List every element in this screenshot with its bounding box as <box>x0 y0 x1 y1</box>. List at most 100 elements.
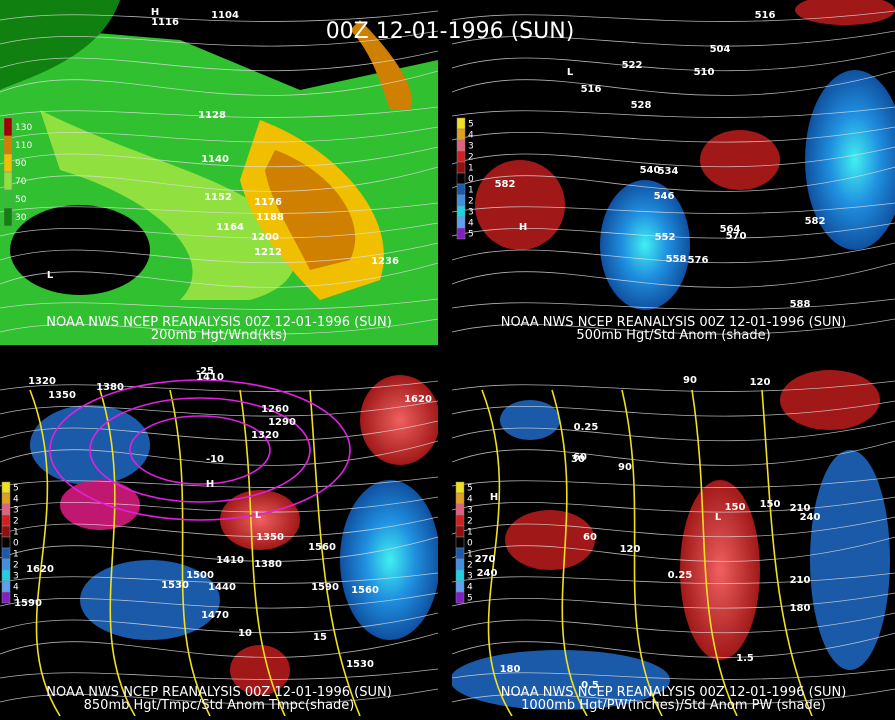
contour <box>452 298 895 310</box>
legend-swatch <box>456 128 466 141</box>
contour-label: 510 <box>694 67 715 78</box>
legend-label: 4 <box>467 583 473 593</box>
contour-label: 90 <box>683 375 697 386</box>
contour <box>452 262 895 288</box>
contour <box>0 50 438 72</box>
legend-label: 2 <box>467 517 473 527</box>
contour-yellow <box>691 389 738 716</box>
panel-subcaption: 500mb Hgt/Std Anom (shade) <box>576 328 770 343</box>
contour <box>0 476 438 488</box>
contour-label: 1590 <box>311 582 339 593</box>
panel-subcaption: 850mb Hgt/Tmpc/Std Anom Tmpc(shade) <box>84 698 355 713</box>
legend-label: 110 <box>15 141 32 151</box>
contour <box>452 70 895 96</box>
legend-label: 3 <box>467 572 473 582</box>
contour <box>452 242 895 264</box>
contour-label: 1152 <box>204 192 232 203</box>
contour-yellow <box>309 389 361 716</box>
contour-label: 540 <box>640 165 661 176</box>
legend-label: 0 <box>467 539 473 549</box>
contour-label: 570 <box>726 231 747 242</box>
legend-swatch <box>1 503 11 516</box>
contour-label: 564 <box>720 224 741 235</box>
legend-swatch <box>3 117 13 137</box>
panel-200mb <box>0 0 438 345</box>
main-title: 00Z 12-01-1996 (SUN) <box>326 19 575 44</box>
contour-label: 1320 <box>28 376 56 387</box>
legend-swatch <box>1 525 11 538</box>
contour <box>452 592 895 609</box>
legend-label: 3 <box>468 142 474 152</box>
contour-label: L <box>47 270 54 281</box>
contour-label: 1590 <box>14 598 42 609</box>
contour-label: 552 <box>655 232 676 243</box>
panel-caption: NOAA NWS NCEP REANALYSIS 00Z 12-01-1996 … <box>46 685 392 700</box>
contour <box>452 30 895 47</box>
legend-swatch <box>1 580 11 593</box>
legend-label: 1 <box>13 528 19 538</box>
contour-label: 1470 <box>201 610 229 621</box>
contour <box>452 612 895 634</box>
contour <box>452 476 895 488</box>
shade <box>220 490 300 550</box>
contour <box>0 126 438 143</box>
legend-swatch <box>455 558 465 571</box>
legend-swatch <box>456 161 466 174</box>
legend-swatch <box>3 135 13 155</box>
legend-swatch <box>455 492 465 505</box>
contour <box>0 400 438 417</box>
contour-label: H <box>206 479 214 490</box>
legend-swatch <box>455 569 465 582</box>
contour-label: H <box>151 7 159 18</box>
shade <box>340 480 438 640</box>
contour-label: 1.5 <box>736 653 754 664</box>
contour-label: 1104 <box>211 10 239 21</box>
contour-yellow <box>621 389 663 716</box>
legend-swatch <box>1 591 11 604</box>
contour-label: 120 <box>750 377 771 388</box>
contour-label: 240 <box>800 512 821 523</box>
contour-label: 180 <box>790 603 811 614</box>
contours <box>0 379 438 716</box>
panel-subcaption: 1000mb Hgt/PW(inches)/Std Anom PW (shade… <box>521 698 826 713</box>
contour-label: 1212 <box>254 247 282 258</box>
legend-label: 2 <box>467 561 473 571</box>
panel-caption: NOAA NWS NCEP REANALYSIS 00Z 12-01-1996 … <box>501 685 847 700</box>
legend-label: 3 <box>467 506 473 516</box>
contour <box>0 10 438 22</box>
shade <box>360 375 438 465</box>
contour-label: 1236 <box>371 256 399 267</box>
contour-label: 210 <box>790 503 811 514</box>
contour-label: 1620 <box>404 394 432 405</box>
legend-swatch <box>455 591 465 604</box>
legend-swatch <box>456 216 466 229</box>
contour-label: 0.5 <box>581 680 599 691</box>
contour-label: 1410 <box>196 372 224 383</box>
legend-swatch <box>456 139 466 152</box>
legend-label: 50 <box>15 195 27 205</box>
shade <box>810 450 890 670</box>
legend-label: 1 <box>467 550 473 560</box>
legend-swatch <box>455 481 465 494</box>
contour-magenta <box>49 379 351 521</box>
legend-label: 90 <box>15 159 27 169</box>
contour-label: 1380 <box>96 382 124 393</box>
contour-label: 1176 <box>254 197 282 208</box>
contour-label: H <box>490 492 498 503</box>
contour-label: 522 <box>622 60 643 71</box>
contour-label: 1410 <box>216 555 244 566</box>
contour <box>0 242 438 264</box>
contour-label: 0.25 <box>668 570 693 581</box>
contour-label: 1260 <box>261 404 289 415</box>
legend-swatch <box>1 536 11 549</box>
contour-label: L <box>715 512 722 523</box>
contour-label: 1560 <box>351 585 379 596</box>
legend-swatch <box>455 547 465 560</box>
contour-label: 10 <box>238 628 252 639</box>
contour <box>452 50 895 72</box>
legend-swatch <box>456 172 466 185</box>
legend-swatch <box>1 558 11 571</box>
contour-label: 576 <box>688 255 709 266</box>
legend-label: 5 <box>13 484 19 494</box>
